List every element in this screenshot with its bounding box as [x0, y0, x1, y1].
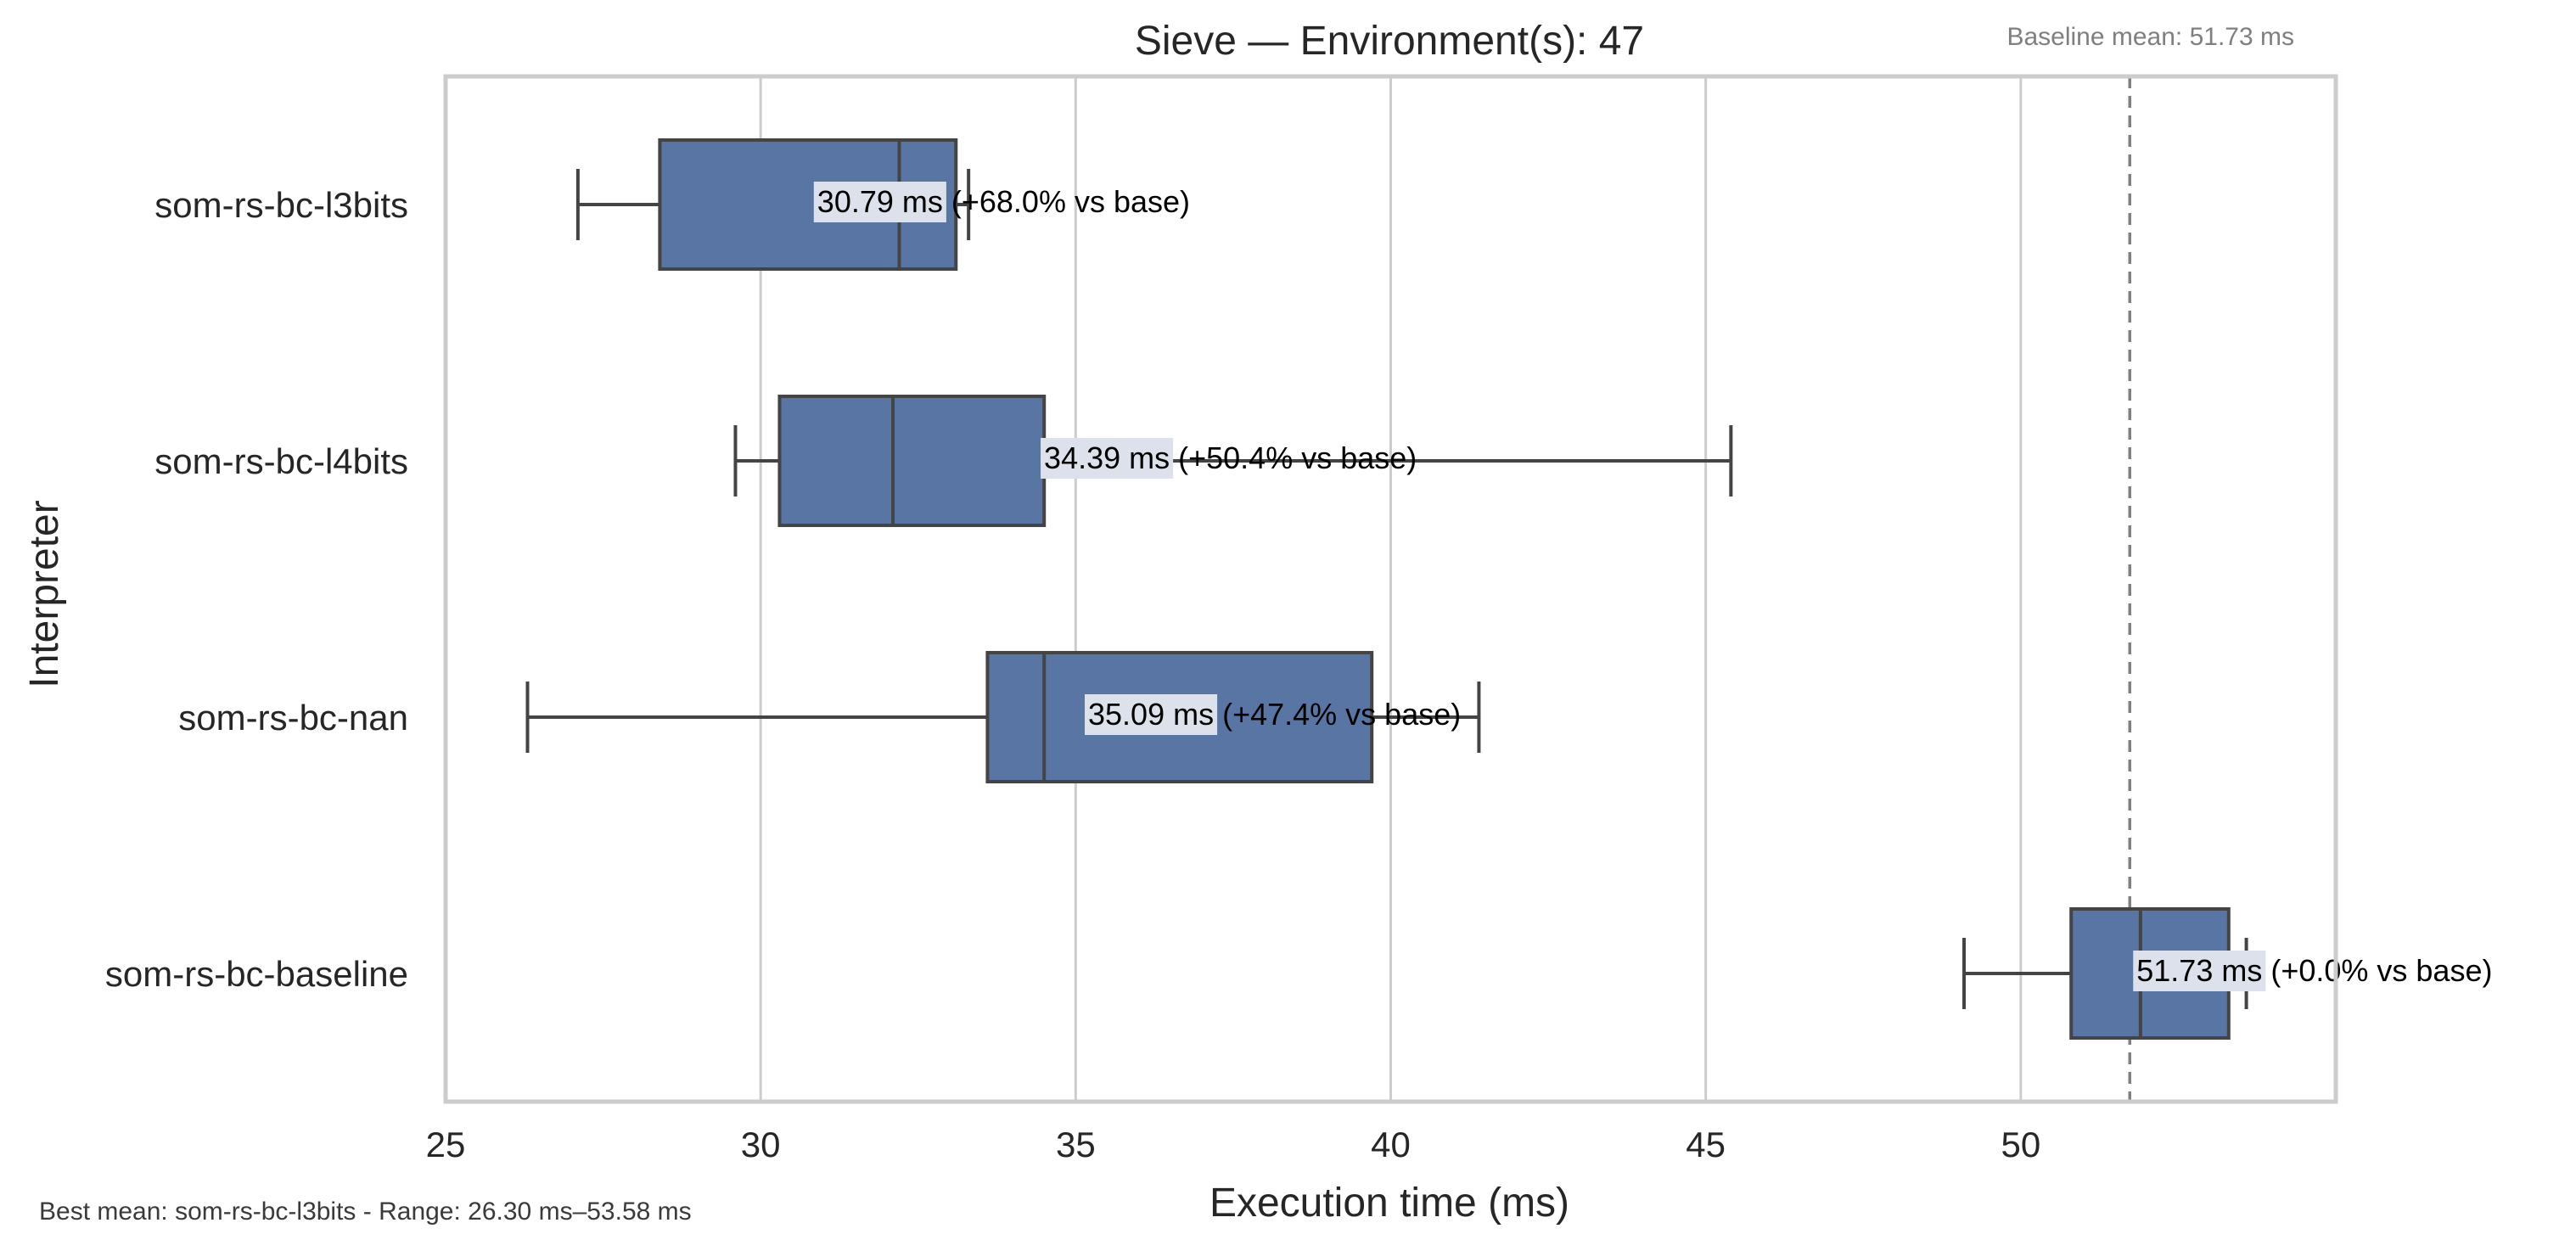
data-label-text: 35.09 ms (+47.4% vs base)	[1088, 697, 1461, 732]
y-tick-som-rs-bc-l3bits: som-rs-bc-l3bits	[154, 185, 408, 225]
data-label-bg	[2133, 951, 2266, 991]
data-label-text: 34.39 ms (+50.4% vs base)	[1044, 440, 1417, 475]
data-label-layer: 30.79 ms (+68.0% vs base) 34.39 ms (+50.4…	[813, 182, 2492, 991]
plot-frame	[443, 74, 2338, 1104]
data-label-text: 30.79 ms (+68.0% vs base)	[817, 184, 1190, 219]
data-label-som-rs-bc-l4bits: 34.39 ms (+50.4% vs base)	[1041, 438, 1417, 479]
footer-note: Best mean: som-rs-bc-l3bits - Range: 26.…	[39, 1198, 692, 1226]
grid-lines	[759, 76, 2023, 1102]
data-label-som-rs-bc-nan: 35.09 ms (+47.4% vs base)	[1085, 694, 1461, 735]
y-tick-som-rs-bc-baseline: som-rs-bc-baseline	[105, 954, 408, 994]
x-tick-45: 45	[1686, 1125, 1726, 1164]
data-label-bg	[813, 182, 946, 222]
box-som-rs-bc-l4bits	[733, 395, 1733, 527]
data-label-som-rs-bc-baseline: 51.73 ms (+0.0% vs base)	[2133, 951, 2492, 991]
data-label-text: 51.73 ms (+0.0% vs base)	[2136, 953, 2492, 988]
x-tick-25: 25	[426, 1125, 466, 1164]
x-tick-30: 30	[741, 1125, 781, 1164]
data-label-bg	[1041, 438, 1174, 479]
y-axis-label: Interpreter	[22, 500, 67, 687]
y-tick-labels: som-rs-bc-l3bits som-rs-bc-l4bits som-rs-b…	[105, 185, 408, 994]
x-tick-labels: 25 30 35 40 45 50	[426, 1125, 2041, 1164]
y-tick-som-rs-bc-l4bits: som-rs-bc-l4bits	[154, 441, 408, 481]
x-tick-35: 35	[1056, 1125, 1096, 1164]
chart-title: Sieve — Environment(s): 47	[1135, 19, 1644, 64]
baseline-note: Baseline mean: 51.73 ms	[2006, 23, 2294, 51]
box-layer	[525, 138, 2248, 1040]
x-axis-label: Execution time (ms)	[1209, 1181, 1569, 1226]
y-tick-som-rs-bc-nan: som-rs-bc-nan	[178, 698, 408, 738]
data-label-bg	[1085, 694, 1218, 735]
x-tick-40: 40	[1371, 1125, 1411, 1164]
x-tick-50: 50	[2001, 1125, 2040, 1164]
data-label-som-rs-bc-l3bits: 30.79 ms (+68.0% vs base)	[813, 182, 1190, 222]
iqr-box	[777, 395, 1047, 527]
